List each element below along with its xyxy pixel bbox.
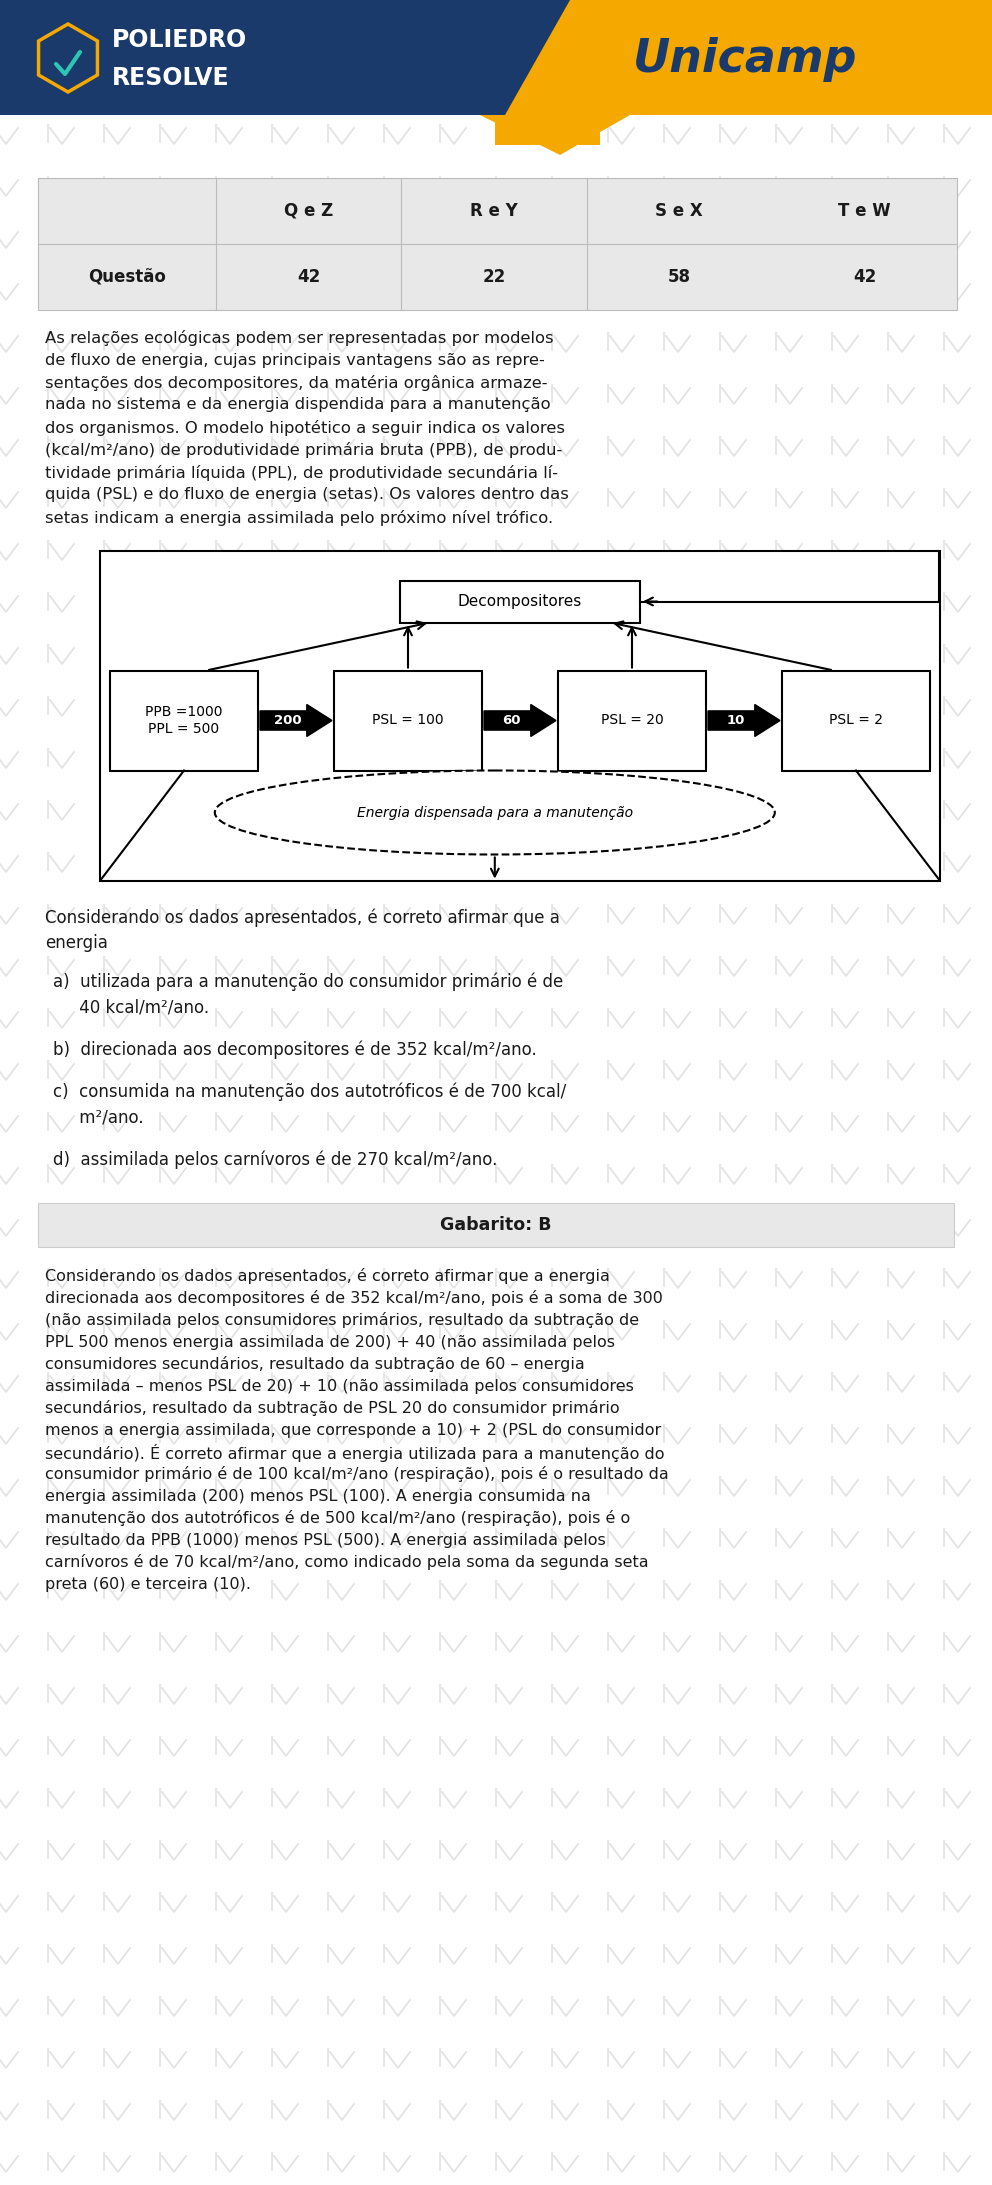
Text: c)  consumida na manutenção dos autotróficos é de 700 kcal/: c) consumida na manutenção dos autotrófi… xyxy=(53,1082,566,1101)
FancyBboxPatch shape xyxy=(38,1202,954,1245)
Text: d)  assimilada pelos carnívoros é de 270 kcal/m²/ano.: d) assimilada pelos carnívoros é de 270 … xyxy=(53,1151,497,1169)
Text: m²/ano.: m²/ano. xyxy=(53,1108,144,1127)
Text: R e Y: R e Y xyxy=(470,201,518,221)
Text: Unicamp: Unicamp xyxy=(633,37,857,83)
Text: consumidor primário é de 100 kcal/m²/ano (respiração), pois é o resultado da: consumidor primário é de 100 kcal/m²/ano… xyxy=(45,1466,669,1481)
FancyBboxPatch shape xyxy=(334,671,482,771)
Text: As relações ecológicas podem ser representadas por modelos: As relações ecológicas podem ser represe… xyxy=(45,330,554,345)
Text: energia: energia xyxy=(45,935,108,953)
Text: Questão: Questão xyxy=(88,269,166,286)
Text: b)  direcionada aos decompositores é de 352 kcal/m²/ano.: b) direcionada aos decompositores é de 3… xyxy=(53,1040,537,1060)
Text: 60: 60 xyxy=(502,714,521,728)
Polygon shape xyxy=(480,116,630,155)
Polygon shape xyxy=(708,704,780,736)
Ellipse shape xyxy=(215,771,775,854)
FancyBboxPatch shape xyxy=(38,177,957,310)
Text: dos organismos. O modelo hipotético a seguir indica os valores: dos organismos. O modelo hipotético a se… xyxy=(45,420,565,437)
Text: direcionada aos decompositores é de 352 kcal/m²/ano, pois é a soma de 300: direcionada aos decompositores é de 352 … xyxy=(45,1291,663,1307)
Polygon shape xyxy=(0,0,570,116)
Text: nada no sistema e da energia dispendida para a manutenção: nada no sistema e da energia dispendida … xyxy=(45,398,551,413)
Text: 22: 22 xyxy=(482,269,506,286)
Text: PPL 500 menos energia assimilada de 200) + 40 (não assimilada pelos: PPL 500 menos energia assimilada de 200)… xyxy=(45,1335,615,1350)
Text: a)  utilizada para a manutenção do consumidor primário é de: a) utilizada para a manutenção do consum… xyxy=(53,972,563,992)
Text: T e W: T e W xyxy=(838,201,891,221)
Text: secundário). É correto afirmar que a energia utilizada para a manutenção do: secundário). É correto afirmar que a ene… xyxy=(45,1444,665,1462)
Text: manutenção dos autotróficos é de 500 kcal/m²/ano (respiração), pois é o: manutenção dos autotróficos é de 500 kca… xyxy=(45,1510,630,1527)
Text: Energia dispensada para a manutenção: Energia dispensada para a manutenção xyxy=(357,806,633,819)
Text: de fluxo de energia, cujas principais vantagens são as repre-: de fluxo de energia, cujas principais va… xyxy=(45,352,545,367)
Text: 58: 58 xyxy=(668,269,690,286)
Text: secundários, resultado da subtração de PSL 20 do consumidor primário: secundários, resultado da subtração de P… xyxy=(45,1401,620,1416)
FancyBboxPatch shape xyxy=(100,551,940,881)
Polygon shape xyxy=(484,704,556,736)
Polygon shape xyxy=(435,0,992,116)
Text: 10: 10 xyxy=(726,714,745,728)
Text: Considerando os dados apresentados, é correto afirmar que a energia: Considerando os dados apresentados, é co… xyxy=(45,1269,610,1285)
Text: 42: 42 xyxy=(297,269,320,286)
Text: 40 kcal/m²/ano.: 40 kcal/m²/ano. xyxy=(53,999,209,1016)
Text: carnívoros é de 70 kcal/m²/ano, como indicado pela soma da segunda seta: carnívoros é de 70 kcal/m²/ano, como ind… xyxy=(45,1554,649,1571)
Text: PPB =1000
PPL = 500: PPB =1000 PPL = 500 xyxy=(145,706,223,736)
Text: POLIEDRO: POLIEDRO xyxy=(112,28,247,52)
Text: (kcal/m²/ano) de produtividade primária bruta (PPB), de produ-: (kcal/m²/ano) de produtividade primária … xyxy=(45,444,562,459)
FancyBboxPatch shape xyxy=(400,581,640,623)
Text: PSL = 2: PSL = 2 xyxy=(829,714,883,728)
Text: PSL = 20: PSL = 20 xyxy=(600,714,664,728)
Text: preta (60) e terceira (10).: preta (60) e terceira (10). xyxy=(45,1578,251,1591)
Polygon shape xyxy=(260,704,332,736)
Text: Q e Z: Q e Z xyxy=(284,201,333,221)
Text: menos a energia assimilada, que corresponde a 10) + 2 (PSL do consumidor: menos a energia assimilada, que correspo… xyxy=(45,1422,662,1438)
Text: tividade primária líquida (PPL), de produtividade secundária lí-: tividade primária líquida (PPL), de prod… xyxy=(45,465,558,481)
Text: Considerando os dados apresentados, é correto afirmar que a: Considerando os dados apresentados, é co… xyxy=(45,909,559,926)
Text: 200: 200 xyxy=(274,714,302,728)
Text: energia assimilada (200) menos PSL (100). A energia consumida na: energia assimilada (200) menos PSL (100)… xyxy=(45,1488,591,1503)
Text: quida (PSL) e do fluxo de energia (setas). Os valores dentro das: quida (PSL) e do fluxo de energia (setas… xyxy=(45,487,568,503)
FancyBboxPatch shape xyxy=(110,671,258,771)
FancyBboxPatch shape xyxy=(782,671,930,771)
Text: assimilada – menos PSL de 20) + 10 (não assimilada pelos consumidores: assimilada – menos PSL de 20) + 10 (não … xyxy=(45,1379,634,1394)
Text: resultado da PPB (1000) menos PSL (500). A energia assimilada pelos: resultado da PPB (1000) menos PSL (500).… xyxy=(45,1532,606,1547)
Text: consumidores secundários, resultado da subtração de 60 – energia: consumidores secundários, resultado da s… xyxy=(45,1357,584,1372)
Text: (não assimilada pelos consumidores primários, resultado da subtração de: (não assimilada pelos consumidores primá… xyxy=(45,1313,639,1328)
Text: Gabarito: B: Gabarito: B xyxy=(440,1215,552,1235)
Text: setas indicam a energia assimilada pelo próximo nível trófico.: setas indicam a energia assimilada pelo … xyxy=(45,509,554,527)
Text: S e X: S e X xyxy=(656,201,703,221)
Polygon shape xyxy=(495,116,600,144)
FancyBboxPatch shape xyxy=(558,671,706,771)
Text: PSL = 100: PSL = 100 xyxy=(372,714,443,728)
Text: 42: 42 xyxy=(853,269,876,286)
Text: sentações dos decompositores, da matéria orgânica armaze-: sentações dos decompositores, da matéria… xyxy=(45,376,548,391)
Text: RESOLVE: RESOLVE xyxy=(112,66,229,90)
Text: Decompositores: Decompositores xyxy=(458,594,582,610)
